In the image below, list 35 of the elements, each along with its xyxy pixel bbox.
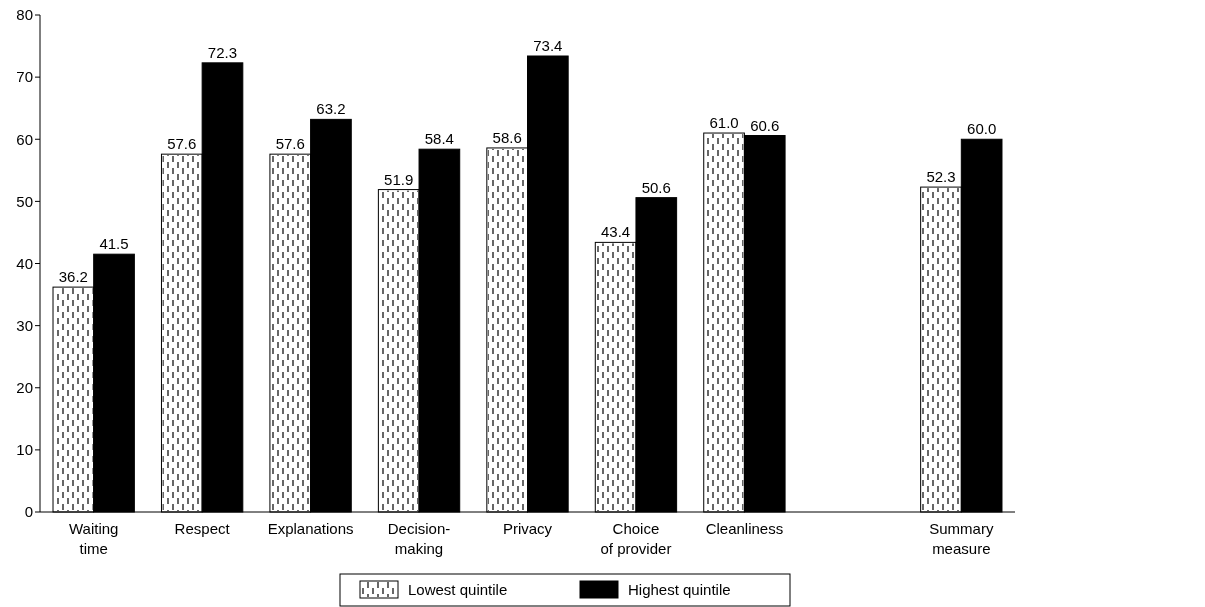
data-label: 52.3 — [926, 168, 956, 186]
data-label: 61.0 — [709, 114, 739, 132]
y-tick-label: 30 — [16, 316, 33, 334]
data-label: 63.2 — [316, 100, 346, 118]
data-label: 73.4 — [533, 37, 563, 54]
y-tick-label: 50 — [16, 192, 33, 210]
y-tick-label: 70 — [16, 68, 33, 86]
x-tick-label: Waiting time — [68, 520, 119, 557]
data-label: 72.3 — [207, 43, 238, 61]
data-label: 50.6 — [641, 178, 671, 196]
data-label: 57.6 — [167, 135, 197, 153]
data-label: 51.9 — [384, 170, 414, 188]
x-tick-label: Privacy — [502, 520, 553, 537]
y-tick-label: 80 — [16, 6, 33, 24]
y-tick-label: 60 — [16, 130, 33, 148]
legend-label: Lowest quintile — [408, 581, 508, 599]
data-label: 36.2 — [58, 268, 88, 286]
data-label: 58.6 — [492, 128, 522, 146]
y-tick-label: 10 — [16, 441, 33, 459]
y-tick-label: 0 — [24, 503, 33, 521]
x-tick-label: Explanations — [267, 520, 354, 537]
x-tick-label: Summary measure — [929, 520, 994, 557]
data-label: 41.5 — [99, 235, 129, 253]
x-tick-label: Respect — [174, 520, 231, 537]
y-tick-label: 40 — [16, 254, 33, 272]
data-label: 58.4 — [424, 130, 454, 148]
x-tick-label: Choice of provider — [600, 520, 672, 557]
x-tick-label: Cleanliness — [705, 520, 784, 537]
x-tick-label: Decision-making — [387, 520, 451, 557]
y-tick-label: 20 — [16, 379, 33, 396]
data-label: 57.6 — [275, 135, 305, 153]
legend-label: Highest quintile — [628, 581, 731, 599]
data-label: 60.6 — [750, 116, 780, 134]
data-label: 60.0 — [967, 120, 997, 138]
data-label: 43.4 — [601, 223, 631, 241]
